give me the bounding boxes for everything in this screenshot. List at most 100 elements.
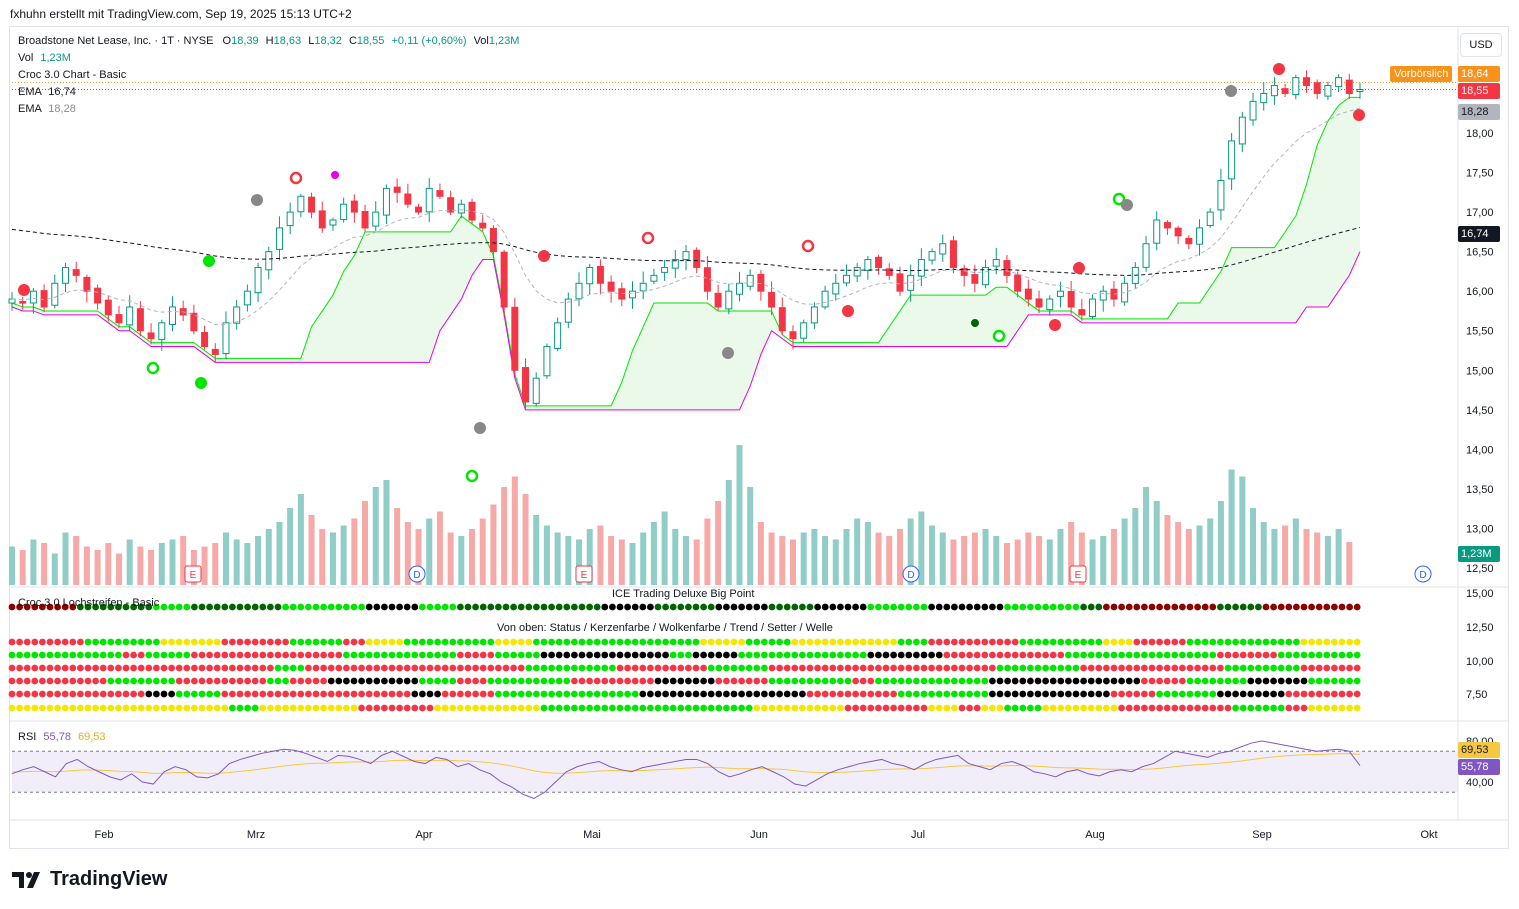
strip-dot (700, 690, 707, 698)
strip-dot (1346, 690, 1353, 698)
strip-dot (1087, 603, 1095, 611)
strip-dot (1308, 638, 1315, 646)
cloud-slow-line (11, 251, 1361, 411)
strip-dot (213, 677, 221, 685)
volume-bar (1228, 469, 1235, 585)
volume-bar (747, 487, 754, 585)
strip-dot (814, 690, 821, 698)
strip-dot (130, 704, 138, 712)
strip-dot (1057, 690, 1065, 698)
legend-symbol-line: Broadstone Net Lease, Inc. · 1T · NYSE O… (18, 35, 519, 47)
strip-dot (1277, 651, 1285, 659)
strip-dot (168, 638, 176, 646)
strip-dot (1209, 651, 1217, 659)
price-axis-label: 17,50 (1466, 168, 1494, 180)
strip-dot (464, 704, 472, 712)
strip-dot (472, 690, 479, 698)
strip-dot (1323, 603, 1331, 611)
strip-dot (935, 638, 943, 646)
tradingview-logo[interactable]: TradingView (12, 868, 167, 891)
strip-dot (897, 704, 905, 712)
candle-body (575, 282, 583, 300)
strip-dot (776, 704, 783, 712)
strip-dot (213, 664, 221, 672)
strip-dot (639, 603, 647, 611)
strip-dot (267, 664, 274, 672)
strip-dot (77, 603, 84, 611)
strip-dot (1163, 690, 1171, 698)
strip-dot (350, 603, 358, 611)
strip-dot (137, 704, 145, 712)
strip-dot (54, 677, 61, 685)
strip-dot (875, 664, 882, 672)
strip-dot (700, 677, 707, 685)
strip-dot (768, 603, 776, 611)
candle-body (457, 203, 465, 214)
strip-dot (631, 638, 639, 646)
strip-dot (373, 677, 381, 685)
strip-dot (533, 664, 540, 672)
strip-dot (776, 690, 783, 698)
strip-dot (897, 677, 905, 685)
strip-dot (624, 651, 631, 659)
strip-dot (1125, 690, 1133, 698)
strip-dot (943, 651, 951, 659)
strip-dot (996, 690, 1004, 698)
volume-bar (736, 445, 743, 585)
volume-bar (982, 529, 989, 585)
strip-dot (502, 690, 510, 698)
strip-dot (555, 690, 563, 698)
strip-dot (1315, 638, 1323, 646)
strip-dot (966, 651, 973, 659)
volume-bar (864, 522, 871, 585)
strip-dot (829, 690, 837, 698)
strip-dot (1277, 690, 1285, 698)
candle-body (1303, 77, 1311, 87)
ema-short-line (11, 107, 1361, 326)
strip-dot (221, 651, 229, 659)
volume-bar (961, 536, 968, 585)
strip-dot (783, 704, 791, 712)
legend-volume-label: Vol (18, 52, 34, 64)
strip-dot (1293, 651, 1300, 659)
currency-button[interactable]: USD (1460, 33, 1502, 57)
strip-dot (244, 603, 252, 611)
strip-dot (639, 690, 647, 698)
volume-bar (1068, 522, 1075, 585)
strip-dot (251, 677, 259, 685)
strip-dot (160, 664, 168, 672)
strip-dot (1080, 638, 1087, 646)
strip-dot (388, 690, 396, 698)
strip-dot (1019, 704, 1027, 712)
candle-body (222, 322, 230, 355)
strip-dot (122, 704, 130, 712)
strip-dot (426, 651, 434, 659)
strip-dot (259, 651, 267, 659)
strip-dot (1004, 704, 1011, 712)
strip-dot (297, 603, 305, 611)
volume-bar (276, 522, 283, 585)
strip-dot (928, 677, 935, 685)
strip-dot (502, 664, 510, 672)
strip-dot (1057, 603, 1065, 611)
strip-dot (1194, 677, 1201, 685)
volume-bar (319, 529, 326, 585)
strip-dot (251, 704, 259, 712)
earnings-marker-box (184, 565, 202, 583)
strip-dot (16, 651, 23, 659)
strip-dot (859, 651, 867, 659)
premarket-price-tag: 18,64 (1458, 66, 1500, 82)
strip-dot (335, 690, 343, 698)
strip-dot (631, 704, 639, 712)
strip-dot (647, 603, 654, 611)
strip-dot (776, 603, 783, 611)
strip-dot (1353, 664, 1361, 672)
strip-dot (700, 664, 707, 672)
strip-dot (639, 651, 647, 659)
strip-dot (236, 690, 244, 698)
strip-dot (723, 690, 730, 698)
strip-dot (1209, 704, 1217, 712)
strip-dot (206, 651, 214, 659)
strip-dot (730, 690, 738, 698)
